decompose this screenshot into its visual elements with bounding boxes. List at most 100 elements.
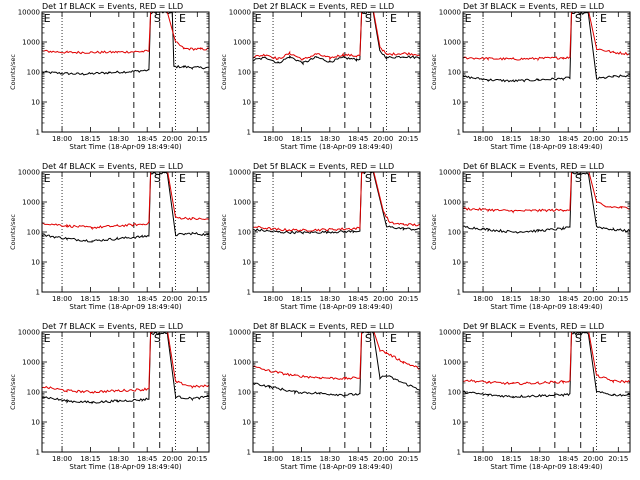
x-tick-label: 18:00 <box>52 135 72 143</box>
x-tick-label: 20:15 <box>398 455 418 463</box>
y-tick-label: 1000 <box>22 359 40 367</box>
event-marker-label: E <box>255 12 262 25</box>
series-events-line <box>463 12 630 83</box>
event-marker-label: S <box>575 332 582 345</box>
x-tick-label: 18:30 <box>320 455 340 463</box>
y-tick-label: 10000 <box>439 169 461 177</box>
x-tick-label: 18:30 <box>109 135 129 143</box>
y-tick-label: 10 <box>452 259 461 267</box>
x-tick-label: 18:15 <box>80 135 100 143</box>
chart-panel: Det 6f BLACK = Events, RED = LLD 1 10 100 10… <box>430 162 631 311</box>
y-tick-label: 1 <box>36 289 40 297</box>
x-tick-label: 20:00 <box>373 295 393 303</box>
plot-frame <box>462 171 631 293</box>
y-tick-label: 100 <box>238 69 251 77</box>
chart-title: Det 4f BLACK = Events, RED = LLD <box>42 162 183 171</box>
y-tick-label: 100 <box>448 229 461 237</box>
x-tick-label: 18:30 <box>530 135 550 143</box>
y-tick-label: 1 <box>36 129 40 137</box>
x-tick-label: 20:15 <box>608 295 628 303</box>
y-axis-label: Counts/sec <box>430 374 438 410</box>
y-tick-label: 1 <box>457 289 461 297</box>
y-tick-label: 1 <box>457 129 461 137</box>
chart-title: Det 7f BLACK = Events, RED = LLD <box>42 322 183 331</box>
y-tick-label: 10000 <box>439 9 461 17</box>
x-tick-label: 18:30 <box>530 455 550 463</box>
x-tick-label: 20:15 <box>398 295 418 303</box>
x-tick-label: 18:15 <box>80 295 100 303</box>
event-marker-label: S <box>365 12 372 25</box>
x-tick-label: 18:00 <box>52 455 72 463</box>
x-tick-label: 18:45 <box>348 135 368 143</box>
x-tick-label: 20:00 <box>162 455 182 463</box>
event-marker-label: E <box>255 332 262 345</box>
x-tick-label: 20:15 <box>187 295 207 303</box>
chart-title: Det 9f BLACK = Events, RED = LLD <box>463 322 604 331</box>
x-tick-label: 20:00 <box>162 295 182 303</box>
plot-frame <box>41 171 210 293</box>
event-marker-label: S <box>575 172 582 185</box>
x-tick-label: 20:15 <box>398 135 418 143</box>
x-tick-label: 18:45 <box>137 455 157 463</box>
y-axis-label: Counts/sec <box>9 214 17 250</box>
y-tick-label: 1000 <box>22 39 40 47</box>
y-tick-label: 100 <box>448 69 461 77</box>
event-marker-label: E <box>44 12 51 25</box>
y-tick-label: 100 <box>27 389 40 397</box>
chart-title: Det 3f BLACK = Events, RED = LLD <box>463 2 604 11</box>
y-tick-label: 100 <box>27 69 40 77</box>
x-tick-label: 18:30 <box>109 455 129 463</box>
y-tick-label: 10000 <box>229 329 251 337</box>
chart-title: Det 5f BLACK = Events, RED = LLD <box>253 162 394 171</box>
x-tick-label: 18:15 <box>291 455 311 463</box>
y-tick-label: 10 <box>31 259 40 267</box>
y-axis-label: Counts/sec <box>220 214 228 250</box>
x-tick-label: 18:30 <box>320 135 340 143</box>
y-tick-label: 10000 <box>18 169 40 177</box>
chart-panel: Det 4f BLACK = Events, RED = LLD 1 10 100 10… <box>9 162 210 311</box>
y-tick-label: 10 <box>452 99 461 107</box>
series-events-line <box>253 332 420 397</box>
x-tick-label: 18:45 <box>558 295 578 303</box>
event-marker-label: E <box>179 332 186 345</box>
event-marker-label: E <box>179 172 186 185</box>
y-axis-label: Counts/sec <box>9 374 17 410</box>
x-tick-label: 18:00 <box>52 295 72 303</box>
x-tick-label: 18:45 <box>137 295 157 303</box>
y-axis-label: Counts/sec <box>9 54 17 90</box>
x-tick-label: 18:45 <box>348 295 368 303</box>
y-tick-label: 10 <box>452 419 461 427</box>
event-marker-label: E <box>465 332 472 345</box>
chart-panel: Det 7f BLACK = Events, RED = LLD 1 10 100 10… <box>9 322 210 471</box>
series-events-line <box>463 172 630 234</box>
series-lld-line <box>253 332 420 381</box>
series-events-line <box>253 12 420 66</box>
event-marker-label: S <box>575 12 582 25</box>
plot-frame <box>252 331 421 453</box>
series-lld-line <box>253 172 420 232</box>
x-axis-label: Start Time (18-Apr-09 18:49:40) <box>280 303 392 311</box>
x-tick-label: 18:15 <box>501 135 521 143</box>
y-tick-label: 10 <box>242 259 251 267</box>
chart-panel: Det 1f BLACK = Events, RED = LLD 1 10 100 10… <box>9 2 210 151</box>
y-tick-label: 100 <box>448 389 461 397</box>
x-tick-label: 20:15 <box>187 135 207 143</box>
event-marker-label: E <box>465 12 472 25</box>
x-tick-label: 20:00 <box>162 135 182 143</box>
event-marker-label: E <box>390 12 397 25</box>
event-marker-label: E <box>465 172 472 185</box>
plot-frame <box>252 11 421 133</box>
x-axis-label: Start Time (18-Apr-09 18:49:40) <box>280 463 392 471</box>
y-tick-label: 10000 <box>229 9 251 17</box>
x-tick-label: 18:00 <box>263 135 283 143</box>
x-tick-label: 20:00 <box>373 135 393 143</box>
chart-panel: Det 3f BLACK = Events, RED = LLD 1 10 100 10… <box>430 2 631 151</box>
series-lld-line <box>463 12 630 62</box>
x-tick-label: 18:15 <box>291 135 311 143</box>
series-events-line <box>42 332 209 405</box>
y-tick-label: 1 <box>457 449 461 457</box>
x-tick-label: 18:30 <box>530 295 550 303</box>
y-tick-label: 1000 <box>233 39 251 47</box>
y-tick-label: 1 <box>36 449 40 457</box>
